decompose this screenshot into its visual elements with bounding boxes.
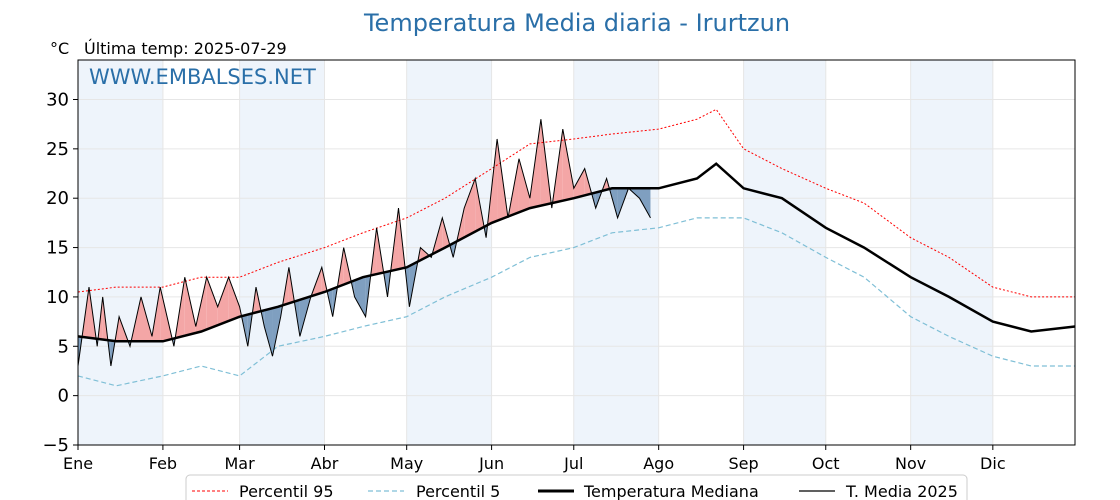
x-tick-label: Jul <box>563 454 583 473</box>
month-band-5 <box>910 60 993 445</box>
series-line-current <box>77 119 651 367</box>
series-lines <box>77 108 1076 387</box>
anomaly-fill-below <box>272 305 281 357</box>
anomaly-fill-above <box>217 277 229 326</box>
legend-box <box>185 474 968 500</box>
plot-frame <box>77 59 1076 446</box>
y-tick-label: 15 <box>46 238 69 259</box>
anomaly-fill-above <box>228 277 240 321</box>
x-tick-label: Ene <box>63 454 93 473</box>
month-band-1 <box>239 60 325 445</box>
month-band-0 <box>78 60 163 445</box>
x-tick-label: May <box>390 454 423 473</box>
x-tick-label: Oct <box>812 454 840 473</box>
legend-label-current: T. Media 2025 <box>845 482 958 500</box>
x-tick-label: Mar <box>225 454 256 473</box>
x-tick-label: Ago <box>643 454 674 473</box>
legend-label-p95: Percentil 95 <box>239 482 334 500</box>
watermark: WWW.EMBALSES.NET <box>89 65 316 89</box>
anomaly-fill-above <box>562 129 574 201</box>
last-temp-label: Última temp: 2025-07-29 <box>84 39 287 58</box>
y-tick-label: 20 <box>46 188 69 209</box>
x-tick-label: Feb <box>149 454 177 473</box>
legend: Percentil 95 Percentil 5 Temperatura Med… <box>185 474 968 500</box>
series-line-p5 <box>77 217 1075 387</box>
unit-label: °C <box>50 39 69 58</box>
chart-title: Temperatura Media diaria - Irurtzun <box>363 9 790 37</box>
anomaly-fill-below <box>639 188 651 218</box>
y-tick-label: 25 <box>46 139 69 160</box>
x-axis: Ene Feb Mar Abr May Jun Jul Ago Sep Oct Nov Dic <box>63 445 1006 473</box>
legend-label-median: Temperatura Mediana <box>583 482 759 500</box>
x-tick-label: Jun <box>478 454 504 473</box>
x-tick-label: Dic <box>980 454 1006 473</box>
winter-spring-bands <box>78 60 993 445</box>
y-tick-label: 5 <box>58 336 69 357</box>
legend-label-p5: Percentil 5 <box>416 482 500 500</box>
anomaly-fill-above <box>464 178 476 238</box>
anomaly-fill-below <box>264 308 273 357</box>
anomaly-fill-above <box>518 158 530 213</box>
month-band-3 <box>573 60 659 445</box>
anomaly-fill-above <box>573 168 585 199</box>
x-tick-label: Abr <box>311 454 339 473</box>
x-tick-label: Sep <box>729 454 759 473</box>
y-axis: −5 0 5 10 15 20 25 30 <box>42 89 78 456</box>
x-tick-label: Nov <box>895 454 926 473</box>
y-tick-label: 10 <box>46 287 69 308</box>
anomaly-fill-above <box>420 247 430 261</box>
series-line-median <box>77 162 1076 343</box>
y-tick-label: −5 <box>42 435 69 456</box>
anomaly-fill-below <box>354 276 366 317</box>
anomaly-fill-above <box>206 277 218 330</box>
month-band-4 <box>743 60 826 445</box>
y-tick-label: 0 <box>58 386 69 407</box>
anomaly-fills <box>78 119 651 367</box>
y-tick-label: 30 <box>46 89 69 110</box>
